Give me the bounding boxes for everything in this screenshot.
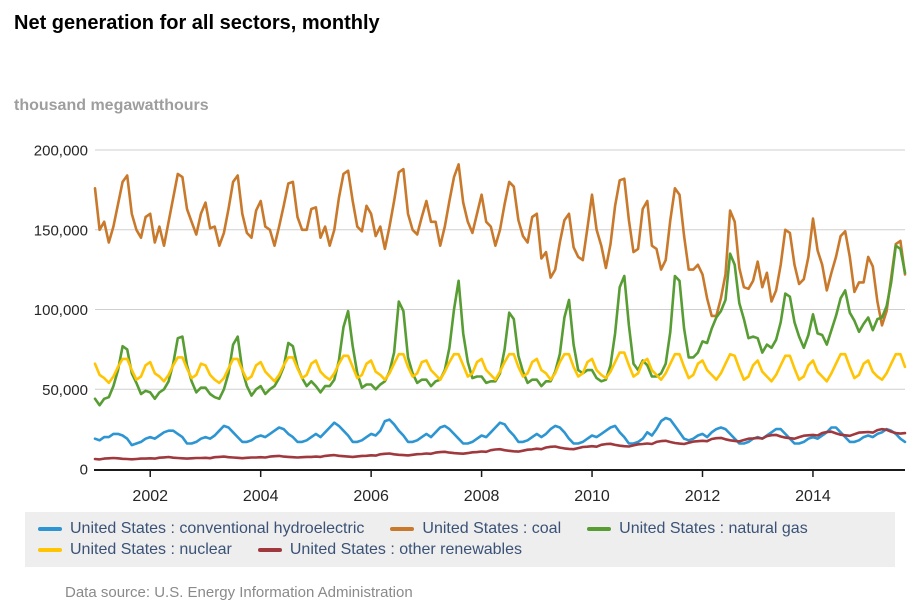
series-line-conventional-hydroelectric — [93, 416, 907, 447]
series-line-nuclear — [93, 351, 907, 385]
legend-swatch — [257, 548, 282, 552]
legend-swatch — [587, 527, 612, 531]
legend-swatch — [390, 527, 415, 531]
series-line-coal — [93, 163, 907, 327]
legend-label: United States : natural gas — [619, 520, 808, 537]
legend-swatch — [38, 527, 62, 531]
chart-legend: United States : conventional hydroelectr… — [25, 512, 895, 567]
x-tick-label: 2014 — [795, 488, 831, 505]
y-tick-label: 100,000 — [34, 302, 88, 319]
y-tick-label: 200,000 — [34, 143, 88, 160]
legend-item-nuclear[interactable]: United States : nuclear — [38, 541, 232, 559]
x-tick-label: 2002 — [132, 488, 168, 505]
x-tick-label: 2008 — [464, 488, 500, 505]
series-line-other-renewables — [93, 427, 907, 461]
legend-item-natural-gas[interactable]: United States : natural gas — [587, 520, 808, 538]
legend-label: United States : conventional hydroelectr… — [70, 520, 365, 537]
x-tick-label: 2004 — [243, 488, 279, 505]
legend-label: United States : coal — [422, 520, 562, 537]
x-tick-label: 2006 — [353, 488, 389, 505]
x-tick-label: 2012 — [685, 488, 721, 505]
legend-label: United States : other renewables — [289, 541, 523, 558]
data-source-note: Data source: U.S. Energy Information Adm… — [65, 584, 413, 601]
y-tick-label: 50,000 — [42, 382, 88, 399]
legend-label: United States : nuclear — [70, 541, 232, 558]
y-axis-units-label: thousand megawatthours — [14, 97, 209, 114]
chart-plot: 0 50,000 100,000 150,000 200,000 2002 2004 2006… — [34, 143, 907, 505]
legend-item-conventional-hydroelectric[interactable]: United States : conventional hydroelectr… — [38, 520, 364, 538]
y-tick-label: 0 — [80, 462, 88, 479]
page-title: Net generation for all sectors, monthly — [14, 12, 380, 34]
y-tick-label: 150,000 — [34, 222, 88, 239]
x-tick-label: 2010 — [574, 488, 610, 505]
legend-item-other-renewables[interactable]: United States : other renewables — [257, 541, 523, 559]
legend-item-coal[interactable]: United States : coal — [390, 520, 561, 538]
legend-swatch — [38, 548, 62, 552]
